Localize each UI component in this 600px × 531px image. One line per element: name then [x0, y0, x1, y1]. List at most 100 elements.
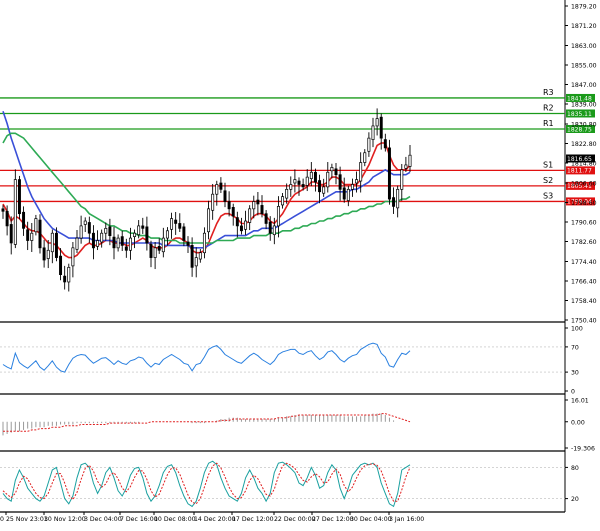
candle: [91, 225, 95, 260]
time-tick-label: 7 Dec 16:00: [120, 516, 158, 523]
candle: [83, 217, 87, 232]
candle: [231, 203, 235, 226]
price-tick-label: 1814.80: [571, 161, 597, 168]
candle: [260, 195, 264, 218]
price-tick-label: 1758.40: [571, 298, 597, 305]
level-name-s1: S1: [543, 160, 553, 169]
candle: [252, 195, 256, 219]
candle: [198, 249, 202, 263]
level-price-label: 1799.04: [567, 199, 592, 206]
candle: [235, 211, 239, 238]
level-price-tag: [566, 93, 595, 102]
candle: [334, 163, 338, 185]
time-tick-label: 10 Dec 08:00: [154, 516, 196, 523]
price-tick-label: 1798.60: [571, 200, 597, 207]
candle: [318, 174, 322, 204]
price-tick-label: 1830.80: [571, 121, 597, 128]
level-price-tag: [566, 124, 595, 133]
candle: [157, 238, 161, 254]
candle: [186, 236, 190, 253]
candle: [363, 149, 367, 167]
level-price-tag: [566, 109, 595, 118]
level-price-label: 1841.48: [567, 95, 592, 102]
candle: [244, 210, 248, 235]
candle: [112, 226, 116, 260]
price-tick-label: 1855.00: [571, 62, 597, 69]
level-price-tag: [566, 166, 595, 175]
stochastic-tick-label: 80: [571, 465, 579, 472]
candle: [342, 177, 346, 203]
level-price-label: 1811.77: [567, 168, 592, 175]
candle: [239, 217, 243, 235]
candle: [161, 227, 165, 258]
candle: [9, 216, 13, 255]
candle: [30, 222, 34, 252]
candle: [79, 215, 83, 244]
candle: [379, 113, 383, 150]
candle: [400, 163, 404, 201]
candle: [392, 187, 396, 214]
candle: [326, 162, 330, 193]
candle: [207, 200, 211, 240]
current-price-label: 1816.65: [567, 156, 592, 163]
macd-tick-label: 16.01: [571, 398, 589, 405]
candle: [145, 216, 149, 251]
rsi-tick-label: 0: [571, 389, 575, 396]
candle: [87, 216, 91, 243]
time-tick-label: 3 Jan 16:00: [389, 516, 424, 523]
price-tick-label: 1847.00: [571, 82, 597, 89]
candle: [404, 156, 408, 173]
candle: [174, 212, 178, 235]
candle: [408, 144, 412, 173]
candle: [355, 171, 359, 193]
candle: [165, 227, 169, 246]
candle: [338, 166, 342, 201]
time-tick-label: 30 Dec 04:00: [350, 516, 392, 523]
candle: [289, 176, 293, 197]
candle: [26, 221, 30, 251]
level-price-tag: [566, 181, 595, 190]
candle: [313, 168, 317, 192]
candle: [190, 237, 194, 277]
candle: [5, 205, 9, 236]
candle: [285, 183, 289, 204]
time-tick-label: 17 Dec 12:00: [232, 516, 274, 523]
moving-average-line: [2, 111, 411, 249]
time-tick-label: 27 Dec 12:00: [312, 516, 354, 523]
candle: [34, 214, 38, 236]
candle: [67, 263, 71, 292]
candle: [133, 229, 137, 249]
time-tick-label: 3 Dec 04:00: [84, 516, 122, 523]
candle: [248, 205, 252, 231]
candle: [346, 185, 350, 207]
rsi-line: [2, 342, 411, 373]
candle: [322, 178, 326, 197]
candle: [223, 182, 227, 208]
candle: [383, 133, 387, 152]
candle: [104, 222, 108, 241]
price-tick-label: 1879.20: [571, 4, 597, 11]
candle: [75, 230, 79, 253]
candle: [116, 234, 120, 252]
candle: [50, 229, 54, 264]
candle: [371, 117, 375, 148]
price-tick-label: 1790.60: [571, 219, 597, 226]
candle: [367, 132, 371, 157]
level-price-label: 1805.41: [567, 183, 592, 190]
candle: [350, 178, 354, 197]
candle: [256, 192, 260, 216]
price-tick-label: 1822.80: [571, 141, 597, 148]
candle: [63, 265, 67, 290]
macd-tick-label: -19.306: [571, 446, 595, 453]
candle: [272, 217, 276, 245]
candle: [182, 223, 186, 247]
price-tick-label: 1839.00: [571, 102, 597, 109]
candle: [100, 229, 104, 248]
level-price-tag: [566, 197, 595, 206]
candle: [128, 227, 132, 260]
candle: [1, 205, 5, 219]
candle: [170, 212, 174, 239]
macd-tick-label: 0.00: [571, 419, 585, 426]
